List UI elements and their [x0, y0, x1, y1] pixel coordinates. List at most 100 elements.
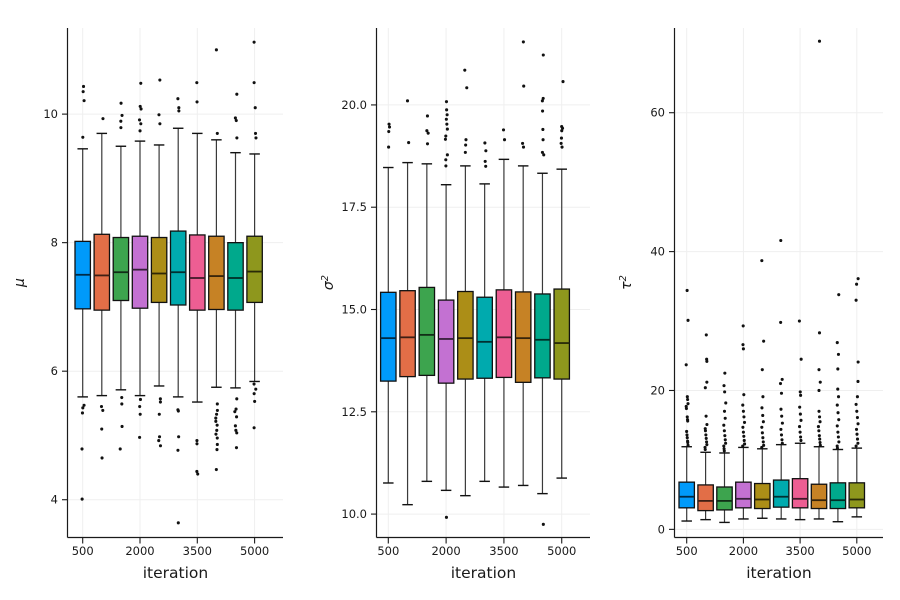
- outlier-dot: [799, 435, 803, 439]
- outlier-dot: [235, 431, 239, 435]
- outlier-dot: [780, 414, 784, 418]
- outlier-dot: [426, 131, 430, 135]
- outlier-dot: [836, 395, 841, 399]
- outlier-dot: [215, 448, 219, 452]
- outlier-dot: [158, 444, 163, 448]
- outlier-dot: [762, 443, 766, 447]
- outlier-dot: [836, 430, 840, 434]
- box-iqr: [169, 230, 187, 306]
- outlier-dot: [195, 100, 199, 104]
- outlier-dot: [741, 403, 745, 407]
- outlier-dot: [743, 442, 747, 446]
- outlier-dot: [835, 446, 839, 450]
- outlier-dot: [741, 430, 745, 434]
- box-iqr: [495, 289, 513, 379]
- outlier-dot: [157, 113, 161, 117]
- outlier-dot: [722, 429, 726, 433]
- outlier-dot: [835, 424, 839, 428]
- y-axis-title: σ2: [320, 275, 337, 290]
- outlier-dot: [705, 443, 709, 447]
- outlier-dot: [81, 135, 85, 139]
- outlier-dot: [705, 380, 709, 384]
- outlier-dot: [686, 441, 690, 445]
- outlier-dot: [215, 408, 219, 412]
- x-tick-label: 2000: [125, 544, 154, 558]
- outlier-dot: [139, 81, 143, 85]
- outlier-dot: [561, 80, 565, 84]
- outlier-dot: [856, 441, 860, 445]
- outlier-dot: [836, 387, 840, 391]
- outlier-dot: [798, 390, 802, 394]
- outlier-dot: [445, 108, 449, 112]
- outlier-dot: [760, 445, 764, 449]
- outlier-dot: [560, 129, 564, 133]
- outlier-dot: [855, 395, 859, 399]
- outlier-dot: [483, 159, 487, 163]
- outlier-dot: [855, 432, 859, 436]
- outlier-dot: [817, 388, 821, 393]
- y-tick-label: 10.0: [341, 507, 367, 521]
- box-iqr: [227, 242, 244, 311]
- outlier-dot: [158, 397, 162, 401]
- outlier-dot: [215, 402, 219, 406]
- outlier-dot: [741, 409, 745, 413]
- x-tick-label: 500: [72, 544, 94, 558]
- outlier-dot: [139, 122, 143, 126]
- x-axis-title: iteration: [746, 564, 811, 582]
- outlier-dot: [818, 420, 822, 424]
- outlier-dot: [138, 129, 142, 133]
- outlier-dot: [835, 341, 839, 345]
- box-iqr: [437, 299, 455, 384]
- outlier-dot: [195, 439, 199, 443]
- outlier-dot: [445, 113, 449, 117]
- outlier-dot: [387, 129, 391, 134]
- box-iqr: [735, 481, 752, 509]
- outlier-dot: [82, 99, 86, 103]
- outlier-dot: [138, 104, 142, 108]
- outlier-dot: [234, 118, 238, 123]
- outlier-dot: [137, 118, 142, 122]
- y-tick-label: 15.0: [341, 303, 367, 317]
- outlier-dot: [99, 404, 104, 409]
- outlier-dot: [685, 429, 689, 434]
- outlier-dot: [722, 409, 727, 413]
- outlier-dot: [425, 129, 429, 133]
- outlier-dot: [703, 429, 708, 433]
- outlier-dot: [761, 420, 765, 424]
- outlier-dot: [742, 415, 746, 419]
- outlier-dot: [741, 343, 745, 347]
- outlier-dot: [176, 409, 180, 413]
- outlier-dot: [215, 423, 219, 427]
- outlier-dot: [722, 449, 726, 453]
- outlier-dot: [81, 406, 85, 410]
- outlier-dot: [559, 141, 563, 145]
- outlier-dot: [119, 119, 123, 123]
- outlier-dot: [837, 293, 841, 297]
- outlier-dot: [760, 259, 764, 263]
- y-tick-label: 20: [650, 384, 665, 398]
- outlier-dot: [101, 408, 105, 412]
- outlier-dot: [742, 438, 746, 443]
- x-tick-label: 5000: [240, 544, 269, 558]
- outlier-dot: [445, 153, 449, 157]
- outlier-dot: [780, 421, 784, 425]
- outlier-dot: [484, 149, 488, 153]
- outlier-dot: [235, 397, 239, 401]
- x-tick-label: 5000: [547, 544, 576, 558]
- outlier-dot: [741, 324, 745, 328]
- outlier-dot: [157, 435, 162, 439]
- outlier-dot: [836, 411, 840, 415]
- outlier-dot: [818, 441, 822, 445]
- outlier-dot: [177, 106, 181, 110]
- outlier-dot: [817, 434, 821, 438]
- outlier-dot: [195, 469, 199, 473]
- outlier-dot: [760, 406, 764, 410]
- outlier-dot: [836, 367, 840, 371]
- outlier-dot: [138, 404, 142, 409]
- outlier-dot: [542, 153, 546, 157]
- outlier-dot: [798, 405, 802, 409]
- outlier-dot: [818, 437, 822, 441]
- outlier-dot: [704, 433, 708, 437]
- outlier-dot: [541, 53, 545, 57]
- outlier-dot: [80, 411, 85, 415]
